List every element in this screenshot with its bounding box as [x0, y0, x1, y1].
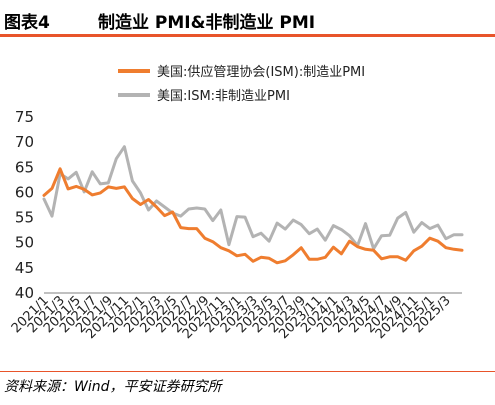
figure-label: 图表4	[4, 13, 50, 33]
y-tick-label-40: 40	[15, 284, 34, 302]
legend-label-non-manufacturing-pmi: 美国:ISM:非制造业PMI	[157, 89, 290, 104]
legend-label-manufacturing-pmi: 美国:供应管理协会(ISM):制造业PMI	[157, 64, 365, 80]
y-tick-label-50: 50	[15, 234, 34, 252]
y-tick-label-70: 70	[15, 133, 34, 151]
y-tick-label-45: 45	[15, 259, 34, 277]
y-tick-label-55: 55	[15, 209, 34, 227]
figure-title: 制造业 PMI&非制造业 PMI	[98, 13, 316, 33]
header-divider	[0, 34, 495, 37]
line-chart: 40455055606570752021/12021/32021/52021/7…	[9, 64, 464, 342]
y-tick-label-65: 65	[15, 158, 34, 176]
series-line-manufacturing-pmi	[42, 167, 464, 265]
y-tick-label-60: 60	[15, 183, 34, 201]
series-line-non-manufacturing-pmi	[42, 145, 464, 251]
footer-divider	[0, 371, 495, 372]
source-note: 资料来源：Wind，平安证券研究所	[4, 379, 222, 395]
figure-header: 图表4 制造业 PMI&非制造业 PMI	[0, 0, 495, 36]
chart-area: 40 45 50 55 60 65 70 75 2021/1 2021/3 2021/5 2021/7…	[0, 38, 495, 370]
y-tick-label-75: 75	[15, 108, 34, 126]
